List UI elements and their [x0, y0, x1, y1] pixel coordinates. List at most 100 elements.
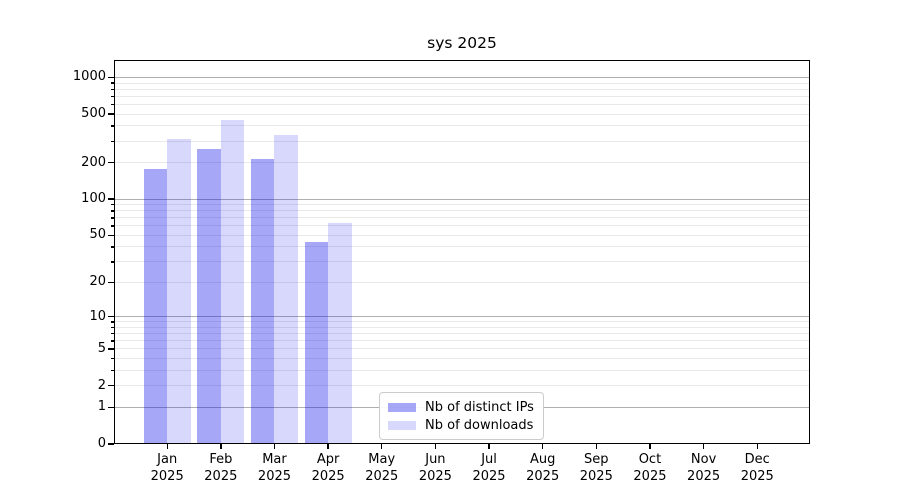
- gridline-70: [114, 217, 810, 219]
- y-minor-tick-700: [110, 95, 114, 98]
- bar-nb-of-downloads-mar: [274, 134, 298, 444]
- year-label: 2025: [365, 469, 399, 484]
- y-tick-label-200: 200: [81, 154, 106, 170]
- y-tick-label-20: 20: [89, 274, 106, 290]
- year-label: 2025: [687, 469, 721, 484]
- y-minor-tick-600: [110, 103, 114, 106]
- gridline-6: [114, 340, 810, 342]
- y-tick-50: [108, 234, 114, 237]
- gridline-9: [114, 321, 810, 323]
- legend-item-distinct-ips: Nb of distinct IPs: [388, 398, 534, 416]
- x-tick-nov: [702, 444, 705, 449]
- gridline-80: [114, 210, 810, 212]
- x-tick-jan: [166, 444, 168, 449]
- year-label: 2025: [204, 469, 238, 484]
- year-label: 2025: [311, 469, 345, 484]
- gridline-600: [114, 104, 810, 106]
- gridline-4: [114, 358, 810, 360]
- legend-swatch-distinct-ips-icon: [388, 402, 416, 412]
- y-tick-label-1: 1: [97, 399, 106, 415]
- y-minor-tick-60: [110, 225, 114, 227]
- month-label: Jul: [481, 452, 497, 467]
- gridline-3: [114, 369, 810, 371]
- x-tick-label-jun: Jun 2025: [405, 451, 465, 485]
- x-tick-label-may: May 2025: [352, 451, 412, 485]
- x-tick-feb: [220, 444, 222, 449]
- y-minor-tick-70: [110, 217, 114, 219]
- legend-label-distinct-ips: Nb of distinct IPs: [425, 399, 534, 415]
- gridline-8: [114, 326, 810, 328]
- month-label: Jan: [157, 452, 178, 467]
- year-label: 2025: [418, 469, 452, 484]
- y-minor-tick-40: [110, 246, 114, 248]
- y-minor-tick-30: [110, 261, 114, 263]
- gridline-300: [114, 140, 810, 142]
- gridline-90: [114, 204, 810, 206]
- y-minor-tick-3: [110, 369, 114, 372]
- x-tick-mar: [273, 444, 276, 449]
- y-tick-10: [108, 316, 114, 318]
- legend-item-downloads: Nb of downloads: [388, 416, 534, 434]
- year-label: 2025: [579, 469, 613, 484]
- x-tick-label-apr: Apr 2025: [298, 451, 358, 485]
- x-tick-label-dec: Dec 2025: [727, 451, 787, 485]
- gridline-10: [114, 316, 810, 318]
- bar-nb-of-distinct-ips-mar: [250, 159, 275, 444]
- gridline-7: [114, 333, 810, 335]
- month-label: Oct: [638, 452, 662, 467]
- x-tick-oct: [649, 444, 651, 449]
- y-tick-label-10: 10: [89, 308, 106, 324]
- chart-title: sys 2025: [427, 34, 497, 52]
- bar-nb-of-downloads-jan: [167, 139, 191, 444]
- month-label: Feb: [209, 452, 233, 467]
- y-minor-tick-900: [110, 82, 114, 84]
- gridline-100: [114, 198, 810, 200]
- gridline-500: [114, 113, 810, 115]
- bar-nb-of-distinct-ips-jan: [143, 168, 168, 444]
- gridline-5: [114, 348, 810, 350]
- gridline-20: [114, 281, 810, 283]
- y-tick-200: [108, 161, 114, 164]
- gridline-50: [114, 234, 810, 236]
- y-tick-0: [108, 443, 114, 445]
- x-tick-may: [381, 444, 383, 449]
- x-tick-label-jul: Jul 2025: [459, 451, 519, 485]
- y-minor-tick-300: [110, 140, 114, 142]
- x-tick-jul: [488, 444, 490, 449]
- bar-nb-of-distinct-ips-apr: [304, 242, 329, 444]
- x-tick-label-mar: Mar 2025: [244, 451, 304, 485]
- y-tick-2: [108, 385, 114, 387]
- y-tick-1: [108, 406, 114, 408]
- bar-nb-of-downloads-feb: [220, 119, 245, 444]
- x-tick-sep: [595, 444, 597, 449]
- gridline-900: [114, 82, 810, 84]
- x-tick-dec: [756, 444, 758, 449]
- x-tick-label-feb: Feb 2025: [191, 451, 251, 485]
- year-label: 2025: [150, 469, 184, 484]
- gridline-1000: [114, 76, 810, 78]
- gridline-200: [114, 162, 810, 164]
- legend-swatch-downloads-icon: [388, 420, 416, 430]
- year-label: 2025: [526, 469, 560, 484]
- y-minor-tick-90: [110, 204, 114, 206]
- y-minor-tick-6: [110, 340, 114, 342]
- x-tick-label-aug: Aug 2025: [513, 451, 573, 485]
- gridline-40: [114, 246, 810, 248]
- gridline-800: [114, 88, 810, 90]
- gridline-700: [114, 95, 810, 97]
- plot-area: [114, 60, 810, 444]
- gridline-30: [114, 261, 810, 263]
- y-tick-label-2: 2: [97, 377, 106, 393]
- gridline-400: [114, 125, 810, 127]
- y-minor-tick-400: [110, 125, 114, 127]
- month-label: Nov: [690, 452, 717, 467]
- x-tick-jun: [434, 444, 437, 449]
- y-tick-label-5: 5: [97, 340, 106, 356]
- y-minor-tick-4: [110, 358, 114, 360]
- y-tick-20: [108, 281, 114, 284]
- gridline-60: [114, 225, 810, 227]
- y-minor-tick-80: [110, 210, 114, 212]
- bar-nb-of-distinct-ips-feb: [197, 149, 221, 444]
- x-tick-apr: [327, 444, 329, 449]
